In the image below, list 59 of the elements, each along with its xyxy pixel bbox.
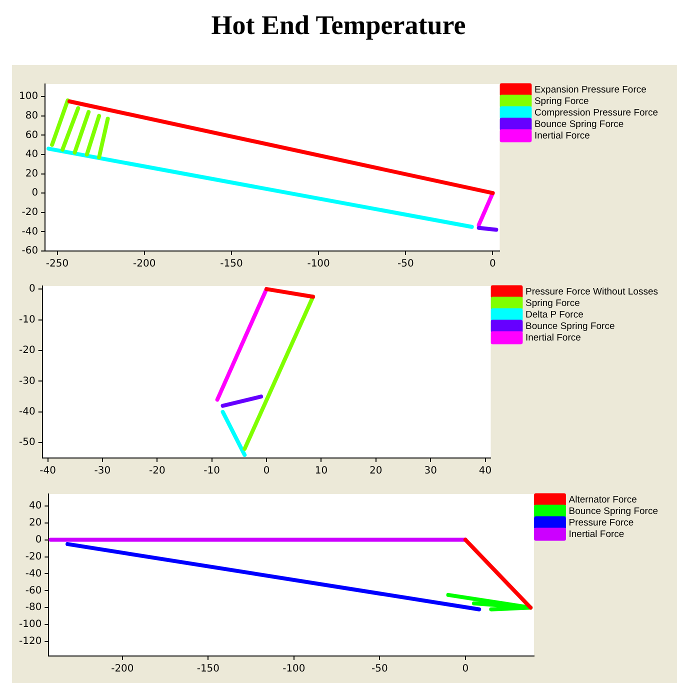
x-tick-label: 0 xyxy=(462,664,469,675)
y-tick-label: 60 xyxy=(25,130,38,141)
y-tick-label: 100 xyxy=(18,91,38,102)
x-tick-label: -10 xyxy=(204,466,220,477)
legend-label: Alternator Force xyxy=(568,494,637,506)
legend-label: Inertial Force xyxy=(534,130,590,142)
y-tick-label: -20 xyxy=(22,206,38,218)
y-tick-label: -100 xyxy=(18,619,42,630)
legend-label: Compression Pressure Force xyxy=(534,107,658,118)
x-tick-label: -50 xyxy=(397,258,414,270)
x-tick-label: -150 xyxy=(220,258,243,270)
x-tick-label: -50 xyxy=(371,664,388,675)
x-tick-label: 0 xyxy=(263,466,270,477)
y-tick-label: -120 xyxy=(18,636,42,648)
y-tick-label: -60 xyxy=(22,246,38,257)
y-tick-label: -20 xyxy=(25,551,42,562)
x-tick-label: -200 xyxy=(111,664,134,675)
x-tick-label: -30 xyxy=(94,466,111,477)
x-tick-label: 10 xyxy=(314,466,328,477)
y-tick-label: -10 xyxy=(18,314,36,326)
x-tick-label: -40 xyxy=(40,466,56,477)
legend-label: Inertial Force xyxy=(568,528,624,540)
legend-label: Inertial Force xyxy=(525,332,581,344)
x-tick-label: -200 xyxy=(133,258,156,270)
y-tick-label: -30 xyxy=(18,376,36,387)
legend-label: Bounce Spring Force xyxy=(525,320,615,332)
y-tick-label: 20 xyxy=(25,168,38,180)
legend-label: Spring Force xyxy=(525,298,580,309)
chart-title: Hot End Temperature xyxy=(210,9,467,42)
y-tick-label: 0 xyxy=(28,284,36,295)
y-tick-label: 40 xyxy=(25,149,38,160)
x-tick-label: 20 xyxy=(370,466,382,477)
legend-label: Expansion Pressure Force xyxy=(534,84,646,96)
y-tick-label: -40 xyxy=(22,226,38,238)
y-tick-label: 0 xyxy=(35,534,42,546)
legend-label: Bounce Spring Force xyxy=(534,118,624,130)
y-tick-label: -20 xyxy=(18,345,36,356)
y-tick-label: 20 xyxy=(28,517,42,528)
legend-label: Delta P Force xyxy=(525,309,584,320)
x-tick-label: 0 xyxy=(490,258,496,270)
x-tick-label: -150 xyxy=(196,664,220,675)
x-tick-label: -100 xyxy=(307,258,330,270)
y-tick-label: -40 xyxy=(25,568,42,580)
y-tick-label: -60 xyxy=(25,585,42,596)
x-tick-label: -100 xyxy=(282,664,306,675)
legend-label: Bounce Spring Force xyxy=(568,506,658,517)
y-tick-label: -40 xyxy=(18,406,36,418)
x-tick-label: 40 xyxy=(478,466,492,477)
y-tick-label: 40 xyxy=(28,500,42,512)
y-tick-label: 80 xyxy=(25,110,38,122)
x-tick-label: -250 xyxy=(46,258,69,270)
y-tick-label: 0 xyxy=(32,188,38,199)
legend-label: Pressure Force xyxy=(568,517,634,528)
y-tick-label: -50 xyxy=(18,437,36,448)
legend-label: Spring Force xyxy=(534,96,589,107)
x-tick-label: 30 xyxy=(424,466,437,477)
y-tick-label: -80 xyxy=(25,602,42,614)
x-tick-label: -20 xyxy=(148,466,166,477)
legend-label: Pressure Force Without Losses xyxy=(525,286,658,298)
